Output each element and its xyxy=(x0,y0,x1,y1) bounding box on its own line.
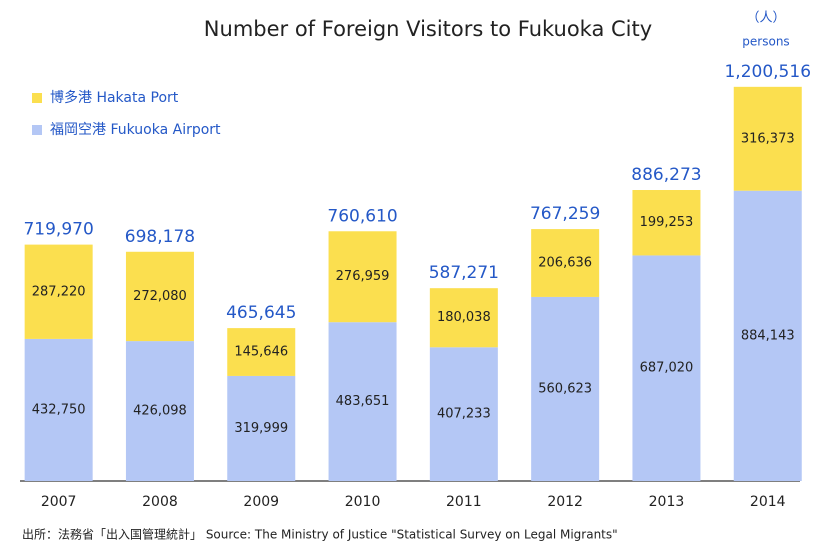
segment-label: 426,098 xyxy=(133,404,187,419)
x-tick-label: 2013 xyxy=(649,494,685,510)
segment-label: 316,373 xyxy=(741,131,795,146)
bar-segment xyxy=(733,86,802,191)
bar-segment xyxy=(531,296,600,481)
x-tick-label: 2012 xyxy=(547,494,583,510)
total-label: 719,970 xyxy=(23,220,93,240)
unit-label: （人） xyxy=(746,11,785,26)
bar-segment xyxy=(429,347,498,481)
segment-label: 272,080 xyxy=(133,289,187,304)
segment-label: 206,636 xyxy=(538,256,592,271)
segment-label: 432,750 xyxy=(32,402,86,417)
unit-sublabel: persons xyxy=(742,35,789,49)
segment-label: 407,233 xyxy=(437,407,491,422)
bar-segment xyxy=(531,229,600,297)
segment-label: 319,999 xyxy=(234,421,288,436)
x-tick-label: 2008 xyxy=(142,494,178,510)
chart-title: Number of Foreign Visitors to Fukuoka Ci… xyxy=(204,17,652,41)
total-label: 587,271 xyxy=(429,263,499,283)
bar-segment xyxy=(328,322,397,481)
bar-segment xyxy=(227,328,296,376)
total-label: 698,178 xyxy=(125,227,195,247)
source-note: 出所：法務省「出入国管理統計」 Source: The Ministry of … xyxy=(22,527,618,542)
bar-segment xyxy=(328,231,397,323)
segment-label: 199,253 xyxy=(640,215,694,230)
bar-segment xyxy=(632,190,701,256)
bar-segment xyxy=(24,338,93,481)
bar-segment xyxy=(125,251,194,342)
segment-label: 687,020 xyxy=(640,361,694,376)
legend-label: 博多港 Hakata Port xyxy=(50,89,179,106)
x-tick-label: 2010 xyxy=(345,494,381,510)
legend-swatch xyxy=(32,93,42,103)
bar-segment xyxy=(429,288,498,348)
segment-label: 145,646 xyxy=(234,345,288,360)
segment-label: 287,220 xyxy=(32,284,86,299)
total-label: 767,259 xyxy=(530,204,600,224)
segment-label: 560,623 xyxy=(538,381,592,396)
legend-label: 福岡空港 Fukuoka Airport xyxy=(50,122,221,138)
segment-label: 180,038 xyxy=(437,310,491,325)
x-tick-label: 2007 xyxy=(41,494,77,510)
bar-segment xyxy=(227,375,296,481)
total-label: 886,273 xyxy=(631,165,701,185)
legend-swatch xyxy=(32,125,42,135)
segment-label: 483,651 xyxy=(336,394,390,409)
segment-label: 276,959 xyxy=(336,269,390,284)
bar-segment xyxy=(125,341,194,481)
bar-segment xyxy=(24,244,93,339)
bar-segment xyxy=(733,190,802,482)
total-label: 760,610 xyxy=(327,206,397,226)
segment-label: 884,143 xyxy=(741,328,795,343)
total-label: 465,645 xyxy=(226,303,296,323)
x-tick-label: 2009 xyxy=(243,494,279,510)
bar-segment xyxy=(632,255,701,481)
total-label: 1,200,516 xyxy=(724,62,811,82)
x-tick-label: 2011 xyxy=(446,494,482,510)
x-tick-label: 2014 xyxy=(750,494,786,510)
